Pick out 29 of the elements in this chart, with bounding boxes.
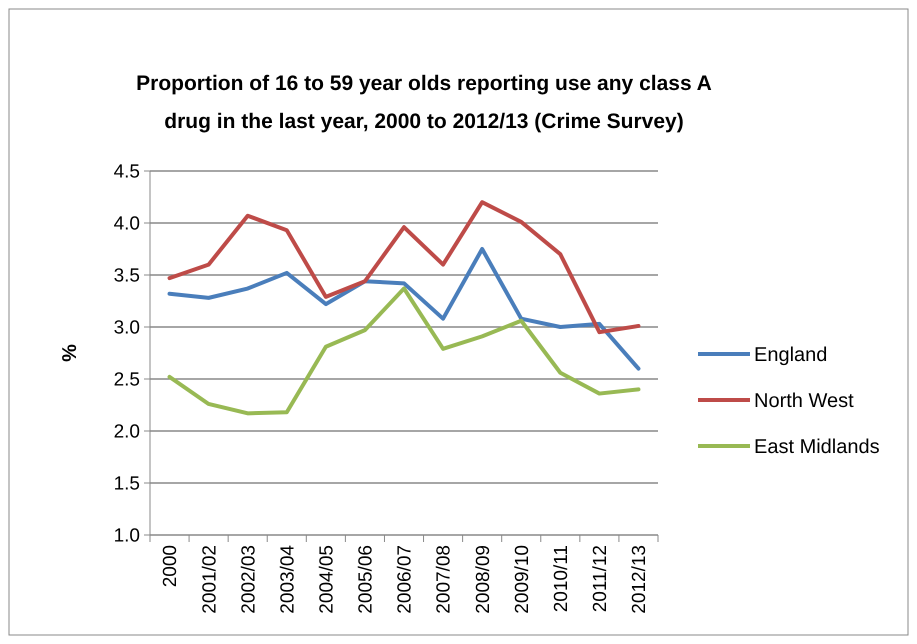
line-series [168,286,640,416]
x-tick-label: 2002/03 [238,545,260,614]
x-tick-label: 2007/08 [434,545,455,614]
y-tick-label: 2.0 [114,422,140,443]
x-tick-label: 2009/10 [512,545,533,614]
y-tick-label: 3.0 [114,318,140,339]
y-tick-label: 1.5 [114,474,140,495]
x-tick-label: 2004/05 [316,545,338,614]
x-tick-label: 2012/13 [629,545,650,614]
y-tick-label: 3.5 [114,266,140,287]
legend-label: East Midlands [754,436,880,458]
x-tick-label: 2006/07 [394,545,416,614]
x-tick-label: 2005/06 [356,545,377,614]
y-tick-label: 2.5 [114,370,140,391]
y-tick-label: 1.0 [114,526,140,547]
line-series [168,247,640,371]
x-tick-label: 2003/04 [277,544,298,614]
legend-label: England [754,344,828,366]
x-tick-label: 2008/09 [472,545,494,614]
line-series [168,200,640,334]
x-tick-label: 2000 [160,545,182,588]
legend-label: North West [754,390,854,412]
x-tick-label: 2010/11 [550,545,572,612]
y-axis-title: % [59,344,81,362]
x-tick-label: 2011/12 [590,545,612,612]
y-tick-label: 4.5 [114,162,140,183]
x-tick-label: 2001/02 [199,545,220,614]
y-tick-label: 4.0 [114,214,140,235]
chart-title: Proportion of 16 to 59 year olds reporting use any class A drug in the last year, 2000 to 2012/13 (Crime Survey) [136,72,712,133]
